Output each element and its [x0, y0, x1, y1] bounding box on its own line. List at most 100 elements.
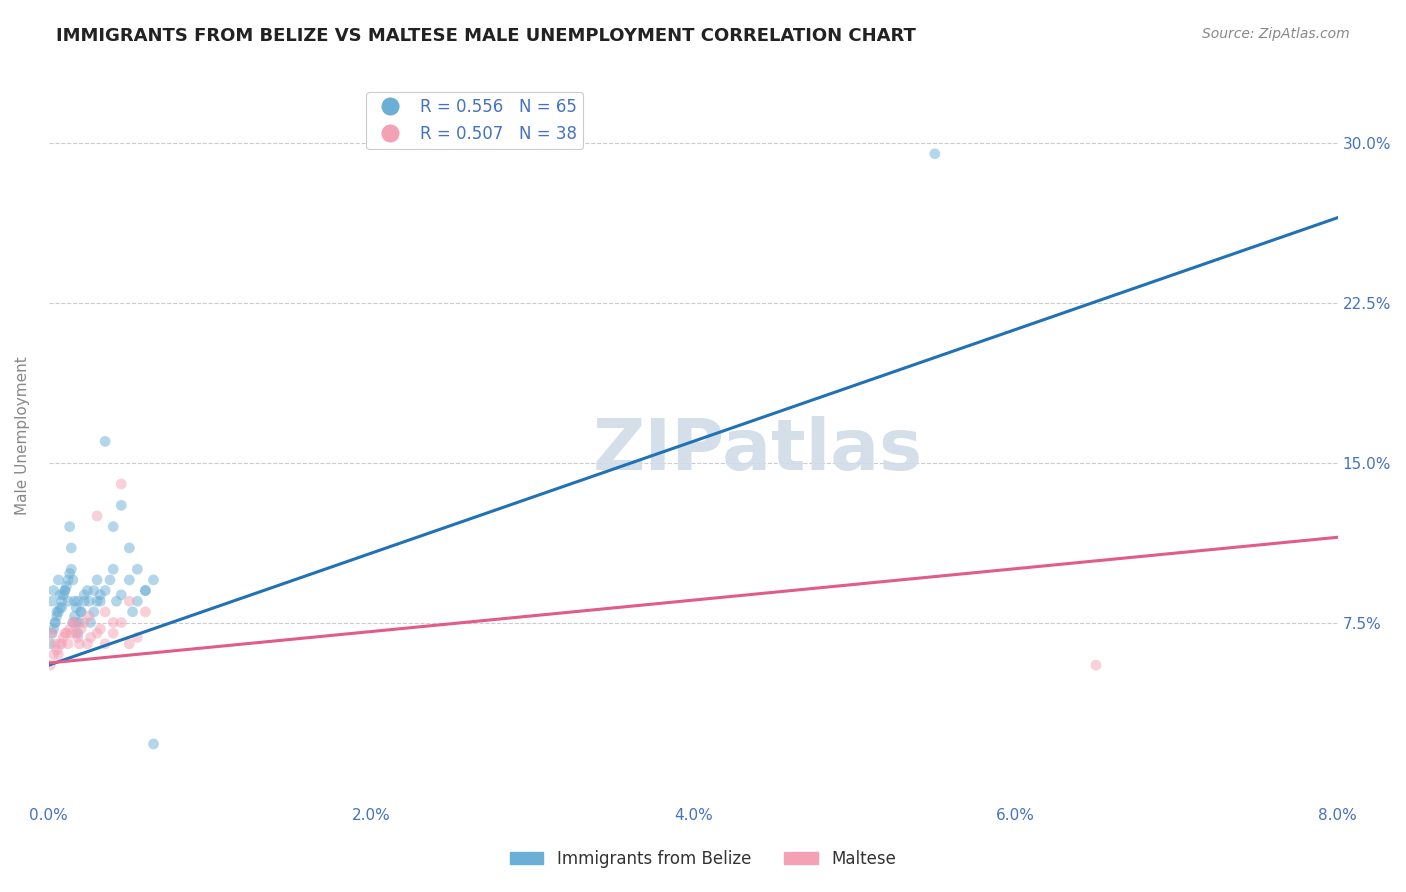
- Point: [56, 637, 79, 651]
- Point: [62, 573, 84, 587]
- Point: [56, 594, 79, 608]
- Point: [60, 626, 83, 640]
- Point: [45, 609, 67, 624]
- Point: [51, 600, 73, 615]
- Text: Source: ZipAtlas.com: Source: ZipAtlas.com: [1202, 27, 1350, 41]
- Point: [134, 605, 156, 619]
- Point: [66, 594, 89, 608]
- Point: [65, 615, 87, 630]
- Point: [142, 573, 165, 587]
- Point: [70, 605, 93, 619]
- Point: [44, 637, 66, 651]
- Point: [63, 615, 86, 630]
- Point: [103, 626, 125, 640]
- Point: [103, 615, 125, 630]
- Point: [127, 631, 149, 645]
- Point: [51, 594, 73, 608]
- Point: [79, 615, 101, 630]
- Point: [77, 594, 100, 608]
- Point: [83, 605, 105, 619]
- Point: [98, 573, 121, 587]
- Point: [66, 631, 89, 645]
- Point: [103, 562, 125, 576]
- Point: [924, 146, 946, 161]
- Point: [110, 615, 132, 630]
- Point: [89, 594, 111, 608]
- Point: [63, 594, 86, 608]
- Point: [52, 588, 75, 602]
- Point: [56, 573, 79, 587]
- Point: [51, 637, 73, 651]
- Text: ZIPatlas: ZIPatlas: [592, 417, 922, 485]
- Point: [83, 583, 105, 598]
- Point: [63, 609, 86, 624]
- Point: [142, 737, 165, 751]
- Point: [94, 583, 117, 598]
- Point: [41, 626, 63, 640]
- Point: [66, 626, 89, 640]
- Point: [42, 622, 65, 636]
- Point: [52, 631, 75, 645]
- Point: [110, 498, 132, 512]
- Point: [94, 434, 117, 449]
- Point: [65, 600, 87, 615]
- Point: [45, 605, 67, 619]
- Point: [94, 605, 117, 619]
- Point: [110, 477, 132, 491]
- Point: [134, 583, 156, 598]
- Point: [62, 615, 84, 630]
- Legend: Immigrants from Belize, Maltese: Immigrants from Belize, Maltese: [503, 844, 903, 875]
- Point: [73, 588, 96, 602]
- Point: [110, 588, 132, 602]
- Point: [86, 508, 108, 523]
- Point: [49, 637, 72, 651]
- Point: [39, 637, 62, 651]
- Point: [86, 594, 108, 608]
- Point: [76, 583, 98, 598]
- Point: [67, 637, 90, 651]
- Point: [94, 637, 117, 651]
- Point: [59, 519, 82, 533]
- Point: [89, 622, 111, 636]
- Point: [39, 658, 62, 673]
- Point: [59, 622, 82, 636]
- Point: [118, 573, 141, 587]
- Point: [134, 583, 156, 598]
- Point: [65, 626, 87, 640]
- Point: [121, 605, 143, 619]
- Point: [48, 648, 70, 662]
- Point: [60, 541, 83, 555]
- Point: [70, 622, 93, 636]
- Point: [118, 637, 141, 651]
- Point: [55, 626, 77, 640]
- Point: [41, 594, 63, 608]
- Point: [86, 626, 108, 640]
- Point: [53, 583, 76, 598]
- Point: [79, 631, 101, 645]
- Point: [42, 583, 65, 598]
- Point: [55, 579, 77, 593]
- Point: [105, 594, 128, 608]
- Point: [103, 519, 125, 533]
- Point: [49, 600, 72, 615]
- Text: IMMIGRANTS FROM BELIZE VS MALTESE MALE UNEMPLOYMENT CORRELATION CHART: IMMIGRANTS FROM BELIZE VS MALTESE MALE U…: [56, 27, 917, 45]
- Point: [73, 615, 96, 630]
- Point: [44, 615, 66, 630]
- Point: [70, 605, 93, 619]
- Point: [42, 648, 65, 662]
- Point: [86, 573, 108, 587]
- Point: [41, 626, 63, 640]
- Point: [45, 643, 67, 657]
- Point: [53, 626, 76, 640]
- Y-axis label: Male Unemployment: Male Unemployment: [15, 357, 30, 516]
- Point: [127, 594, 149, 608]
- Point: [127, 562, 149, 576]
- Point: [59, 566, 82, 581]
- Point: [89, 588, 111, 602]
- Point: [67, 615, 90, 630]
- Point: [48, 573, 70, 587]
- Point: [62, 615, 84, 630]
- Point: [76, 637, 98, 651]
- Point: [60, 562, 83, 576]
- Legend: R = 0.556   N = 65, R = 0.507   N = 38: R = 0.556 N = 65, R = 0.507 N = 38: [367, 92, 583, 149]
